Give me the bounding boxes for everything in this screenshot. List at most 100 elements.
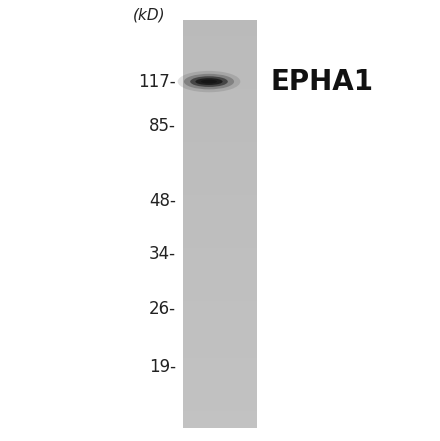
Bar — [183, 326, 257, 330]
Bar — [183, 224, 257, 228]
Bar — [183, 411, 257, 415]
Bar — [183, 228, 257, 232]
Bar — [183, 49, 257, 52]
Bar — [183, 212, 257, 216]
Bar — [183, 52, 257, 56]
Bar — [183, 28, 257, 32]
Bar — [183, 81, 257, 85]
Bar — [183, 334, 257, 338]
Bar — [183, 24, 257, 28]
Bar — [183, 110, 257, 114]
Bar — [183, 363, 257, 366]
Bar — [183, 32, 257, 36]
Text: 48-: 48- — [149, 192, 176, 209]
Bar — [183, 256, 257, 261]
Text: EPHA1: EPHA1 — [271, 67, 374, 96]
Bar — [183, 126, 257, 130]
Bar — [183, 346, 257, 350]
Bar — [183, 179, 257, 183]
Bar — [183, 236, 257, 240]
Bar — [183, 289, 257, 293]
Bar — [183, 56, 257, 61]
Bar — [183, 370, 257, 375]
Bar — [183, 318, 257, 322]
Bar — [183, 387, 257, 391]
Bar — [183, 244, 257, 248]
Bar — [183, 44, 257, 49]
Text: (kD): (kD) — [132, 8, 165, 23]
Ellipse shape — [184, 74, 234, 90]
Text: 85-: 85- — [149, 117, 176, 135]
Bar — [183, 273, 257, 277]
Bar — [183, 208, 257, 212]
Bar — [183, 424, 257, 428]
Bar — [183, 36, 257, 40]
Bar — [183, 338, 257, 342]
Bar — [183, 97, 257, 101]
Bar — [183, 183, 257, 187]
Bar — [183, 350, 257, 355]
Ellipse shape — [178, 71, 240, 92]
Bar — [183, 163, 257, 167]
Bar — [183, 322, 257, 326]
Bar — [183, 101, 257, 105]
Bar — [183, 399, 257, 403]
Bar — [183, 175, 257, 179]
Bar — [183, 403, 257, 407]
Bar — [183, 281, 257, 285]
Bar — [183, 20, 257, 428]
Bar — [183, 391, 257, 395]
Bar — [183, 248, 257, 252]
Bar — [183, 73, 257, 77]
Bar — [183, 415, 257, 420]
Bar — [183, 134, 257, 138]
Bar — [183, 305, 257, 310]
Bar — [183, 297, 257, 301]
Bar — [183, 265, 257, 269]
Bar — [183, 203, 257, 208]
Bar — [183, 342, 257, 346]
Bar — [183, 355, 257, 359]
Bar — [183, 138, 257, 142]
Bar — [183, 195, 257, 199]
Bar — [183, 150, 257, 154]
Bar — [183, 407, 257, 411]
Text: 26-: 26- — [149, 300, 176, 318]
Bar — [183, 383, 257, 387]
Ellipse shape — [190, 76, 228, 87]
Bar — [183, 310, 257, 314]
Bar — [183, 93, 257, 97]
Text: 19-: 19- — [149, 358, 176, 376]
Bar — [183, 114, 257, 118]
Bar — [183, 420, 257, 424]
Text: 34-: 34- — [149, 245, 176, 262]
Bar — [183, 216, 257, 220]
Bar — [183, 366, 257, 370]
Bar — [183, 171, 257, 175]
Bar — [183, 252, 257, 257]
Bar — [183, 293, 257, 297]
Bar — [183, 69, 257, 73]
Bar — [183, 154, 257, 159]
Bar — [183, 159, 257, 163]
Bar — [183, 269, 257, 273]
Text: 117-: 117- — [138, 73, 176, 90]
Bar — [183, 379, 257, 383]
Bar — [183, 167, 257, 171]
Ellipse shape — [201, 80, 217, 83]
Bar — [183, 301, 257, 305]
Bar — [183, 146, 257, 150]
Bar — [183, 395, 257, 399]
Bar — [183, 232, 257, 236]
Bar — [183, 375, 257, 379]
Bar — [183, 20, 257, 24]
Bar — [183, 77, 257, 81]
Bar — [183, 285, 257, 289]
Bar — [183, 40, 257, 45]
Bar — [183, 199, 257, 203]
Bar — [183, 142, 257, 146]
Bar — [183, 191, 257, 195]
Bar — [183, 220, 257, 224]
Bar — [183, 118, 257, 122]
Bar — [183, 65, 257, 69]
